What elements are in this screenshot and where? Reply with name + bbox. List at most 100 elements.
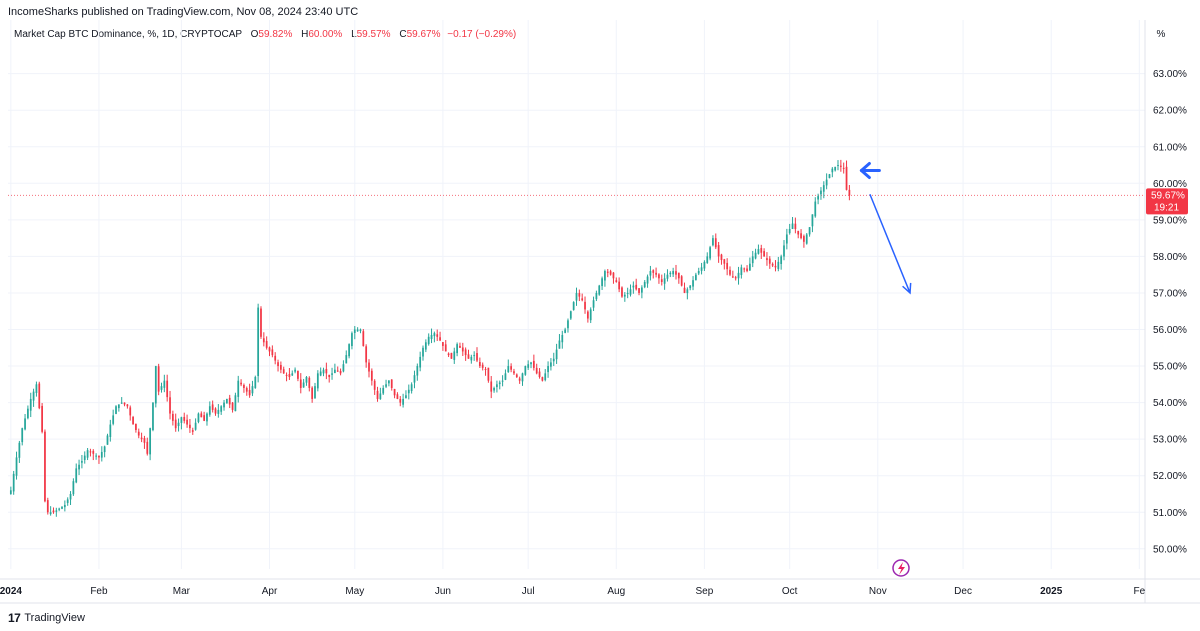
candle-body [518,378,521,381]
candle-body [63,504,66,508]
candle-body [368,362,370,372]
y-tick-label: 55.00% [1153,362,1187,373]
symbol-name[interactable]: Market Cap BTC Dominance, %, 1D, CRYPTOC… [14,29,242,40]
x-tick-label: Fe [1133,586,1145,597]
x-tick-label: Oct [782,586,798,597]
candle-body [18,442,21,458]
y-tick-label: 53.00% [1153,435,1187,446]
candle-body [825,179,828,186]
candle-body [98,455,100,458]
candle-body [342,364,345,372]
candle-body [527,364,530,368]
candle-body [75,468,78,483]
candle-body [336,370,339,372]
candle-body [103,446,106,453]
candle-body [359,329,362,332]
candle-body [771,263,774,266]
candle-body [498,382,501,385]
candle-body [675,271,677,275]
candle-body [285,374,288,376]
candle-body [117,404,120,409]
candle-body [240,382,242,385]
candle-body [436,334,439,337]
candle-body [740,267,743,276]
x-tick-label: May [345,586,364,597]
candle-body [385,384,387,387]
candle-body [643,281,646,288]
candle-body [316,373,319,389]
candle-body [353,329,356,334]
candle-body [510,366,513,370]
candle-body [69,493,72,500]
candle-body [243,385,245,388]
candle-body [601,278,603,287]
candle-body [189,424,191,429]
candle-body [149,428,152,455]
lightning-icon[interactable] [892,559,910,577]
candle-body [44,431,46,502]
candle-body [586,311,589,319]
candle-body [760,248,763,253]
candle-body [442,342,444,346]
candle-body [299,379,302,388]
candle-body [754,252,757,259]
candle-body [501,380,504,382]
candle-body [575,292,578,301]
candle-body [478,361,481,367]
candle-body [672,271,675,275]
candle-body [49,512,52,515]
high-value: 60.00% [308,29,343,40]
candle-body [686,289,689,294]
change-value: −0.17 (−0.29%) [447,29,517,40]
candle-body [279,364,282,370]
tradingview-logo-text: TradingView [24,612,85,624]
candle-body [487,367,490,381]
candle-body [277,362,279,367]
candle-body [635,284,638,290]
candle-body [757,249,760,254]
low-value: 59.57% [356,29,391,40]
candle-body [652,270,655,273]
candle-body [598,285,601,295]
y-tick-label: 60.00% [1153,179,1187,190]
candle-body [589,309,592,321]
candle-body [820,190,822,195]
candle-body [132,416,134,425]
candle-body [9,490,12,495]
candle-body [390,379,393,388]
candle-body [839,165,842,167]
candle-body [521,373,524,382]
candle-body [842,167,845,169]
candle-body [749,263,751,271]
candle-body [140,437,143,440]
candle-body [38,383,41,409]
candle-body [356,329,359,332]
candle-body [331,373,333,375]
x-tick-label: Dec [954,586,972,597]
percent-scale-button[interactable]: % [1146,27,1176,43]
candle-body [692,280,694,287]
candle-body [459,345,461,348]
candle-body [396,394,399,399]
candle-body [629,289,632,295]
candle-body [405,395,407,399]
candle-body [717,245,720,257]
down-arrow-icon [869,193,911,294]
candle-body [638,288,640,293]
candle-body [848,189,851,196]
candle-body [257,307,260,377]
candle-body [46,500,49,513]
candle-body [493,387,495,391]
candle-body [265,341,268,348]
candle-body [152,402,154,431]
candle-body [734,277,737,279]
candle-body [524,366,527,375]
candle-body [314,386,316,399]
candle-body [186,419,188,425]
candle-body [567,320,569,329]
candle-body [663,278,666,284]
x-tick-label: Mar [173,586,191,597]
candle-body [402,398,404,405]
candle-body [723,259,726,264]
